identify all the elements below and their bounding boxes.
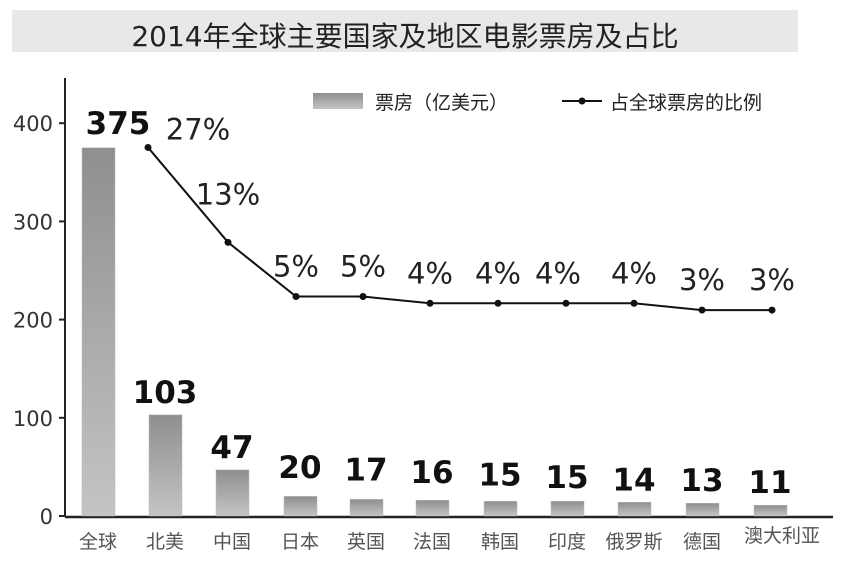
share-point (494, 299, 502, 307)
share-line (147, 146, 772, 312)
bar-value-label: 11 (748, 465, 791, 501)
x-category-label: 俄罗斯 (605, 531, 662, 553)
y-tick-label: 100 (13, 407, 53, 431)
share-value-label: 4% (407, 256, 453, 290)
bar-value-label: 15 (478, 458, 521, 494)
bar (617, 502, 652, 517)
bar (753, 504, 788, 517)
share-value-label: 4% (535, 256, 581, 290)
legend: 票房（亿美元） 占全球票房的比例 (313, 92, 762, 114)
bar (283, 496, 318, 517)
x-category-label: 中国 (213, 531, 251, 553)
bar-value-label: 47 (210, 430, 253, 466)
x-category-label: 澳大利亚 (744, 525, 820, 547)
share-point (698, 306, 706, 314)
y-tick-label: 200 (13, 309, 53, 333)
bar-value-label: 15 (545, 460, 588, 496)
bar-value-label: 14 (612, 462, 655, 498)
share-point (562, 299, 570, 307)
bar (148, 414, 183, 517)
share-value-label: 4% (475, 256, 521, 290)
y-tick-label: 0 (40, 505, 53, 529)
y-tick-label: 400 (13, 112, 53, 136)
bar-value-label: 16 (410, 455, 453, 491)
x-category-label: 韩国 (481, 531, 519, 553)
legend-line-marker (578, 97, 586, 105)
share-point (144, 143, 152, 151)
share-value-label: 5% (273, 250, 319, 284)
legend-bar-swatch (313, 93, 363, 109)
x-category-label: 日本 (281, 531, 319, 553)
chart-title: 2014年全球主要国家及地区电影票房及占比 (131, 20, 679, 53)
bar-value-label: 103 (133, 375, 198, 411)
share-value-label: 5% (340, 250, 386, 284)
share-point (359, 293, 367, 301)
x-category-label: 北美 (146, 531, 184, 553)
bar-value-label: 20 (278, 450, 321, 486)
share-point (224, 238, 232, 246)
x-category-label: 全球 (79, 531, 117, 553)
bar (81, 147, 116, 517)
y-tick-label: 300 (13, 210, 53, 234)
bar (215, 469, 250, 517)
legend-line-label: 占全球票房的比例 (610, 92, 762, 114)
bar (483, 501, 518, 517)
title-bar: 2014年全球主要国家及地区电影票房及占比 (12, 10, 798, 53)
x-category-label: 印度 (548, 531, 586, 553)
bar-value-label: 375 (86, 106, 151, 142)
bar (550, 501, 585, 517)
share-value-label: 27% (166, 112, 230, 146)
bar-value-label: 17 (344, 453, 387, 489)
share-point (426, 299, 434, 307)
x-category-label: 英国 (347, 531, 385, 553)
bar (415, 500, 450, 517)
bar (349, 499, 384, 517)
share-point (292, 293, 300, 301)
bar (685, 502, 720, 517)
share-point (630, 299, 638, 307)
share-value-label: 3% (749, 263, 795, 297)
bar-value-label: 13 (680, 463, 723, 499)
share-point (768, 306, 776, 314)
legend-bar-label: 票房（亿美元） (375, 92, 508, 114)
share-value-label: 13% (196, 177, 260, 211)
x-category-label: 德国 (683, 531, 721, 553)
x-category-label: 法国 (413, 531, 451, 553)
share-value-label: 3% (679, 263, 725, 297)
share-value-label: 4% (611, 256, 657, 290)
